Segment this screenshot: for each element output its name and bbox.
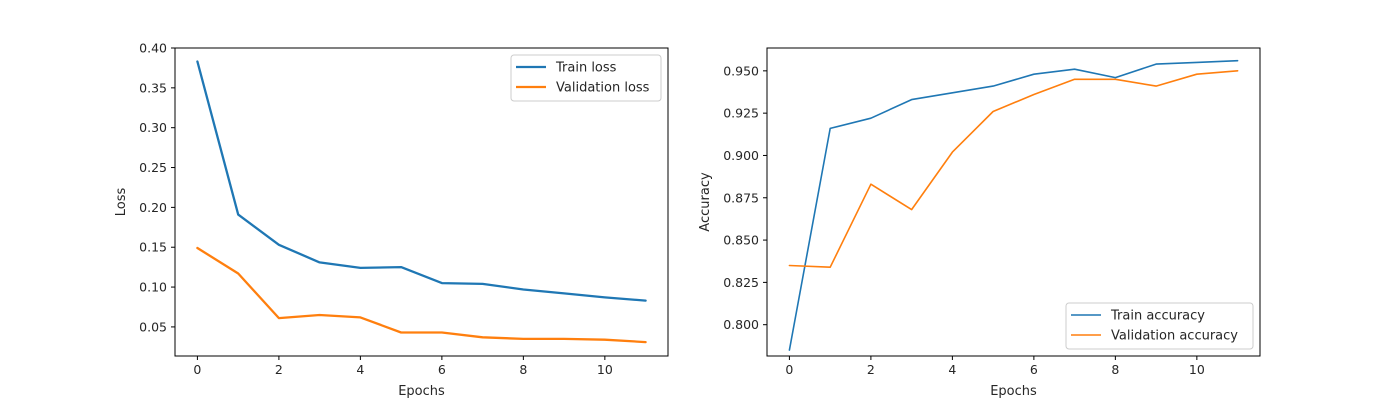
y-tick-label: 0.25 <box>139 160 167 175</box>
x-tick-label: 8 <box>519 362 527 377</box>
legend-label: Train loss <box>555 61 617 76</box>
series-line-train-loss <box>196 60 647 302</box>
y-tick-label: 0.825 <box>723 275 759 290</box>
legend-box <box>1065 302 1254 350</box>
y-tick-label: 0.950 <box>723 63 759 78</box>
y-axis-title: Accuracy <box>698 172 713 232</box>
y-tick-label: 0.40 <box>139 41 167 56</box>
x-tick-label: 6 <box>1030 362 1038 377</box>
x-tick-label: 2 <box>867 362 875 377</box>
x-tick-label: 8 <box>1111 362 1119 377</box>
y-tick-label: 0.900 <box>723 148 759 163</box>
axes-frame <box>174 47 669 357</box>
y-tick-label: 0.15 <box>139 240 167 255</box>
loss-chart: 0 2 4 6 8 10 0.05 0.10 0.15 0.20 0.25 0.30 0.35 0.40 E… <box>114 41 669 399</box>
y-tick-label: 0.10 <box>139 280 167 295</box>
x-tick-label: 6 <box>438 362 446 377</box>
x-tick-label: 4 <box>356 362 364 377</box>
y-axis-title: Loss <box>114 188 129 217</box>
x-axis-title: Epochs <box>398 384 445 399</box>
x-tick-label: 2 <box>275 362 283 377</box>
y-tick-label: 0.05 <box>139 319 167 334</box>
y-tick-label: 0.875 <box>723 190 759 205</box>
x-tick-label: 0 <box>193 362 201 377</box>
series-line-validation-loss <box>196 246 647 344</box>
legend-label: Validation accuracy <box>1111 329 1238 344</box>
y-tick-label: 0.35 <box>139 80 167 95</box>
y-tick-label: 0.20 <box>139 200 167 215</box>
x-tick-label: 0 <box>785 362 793 377</box>
legend-label: Validation loss <box>556 81 650 96</box>
x-tick-label: 4 <box>948 362 956 377</box>
x-tick-label: 10 <box>1189 362 1205 377</box>
x-axis-title: Epochs <box>990 384 1037 399</box>
y-tick-label: 0.800 <box>723 317 759 332</box>
legend: Train accuracy Validation accuracy <box>1065 302 1254 350</box>
series-line-validation-accuracy <box>788 70 1239 269</box>
axes-frame <box>766 47 1261 357</box>
legend-box <box>510 54 662 102</box>
legend-label: Train accuracy <box>1110 309 1205 324</box>
series-line-train-accuracy <box>788 59 1239 351</box>
y-tick-label: 0.30 <box>139 120 167 135</box>
accuracy-chart: 0 2 4 6 8 10 0.800 0.825 0.850 0.875 0.900 0.925 0.9… <box>698 47 1261 399</box>
legend: Train loss Validation loss <box>510 54 662 102</box>
x-tick-label: 10 <box>597 362 613 377</box>
y-tick-label: 0.925 <box>723 106 759 121</box>
y-tick-label: 0.850 <box>723 233 759 248</box>
